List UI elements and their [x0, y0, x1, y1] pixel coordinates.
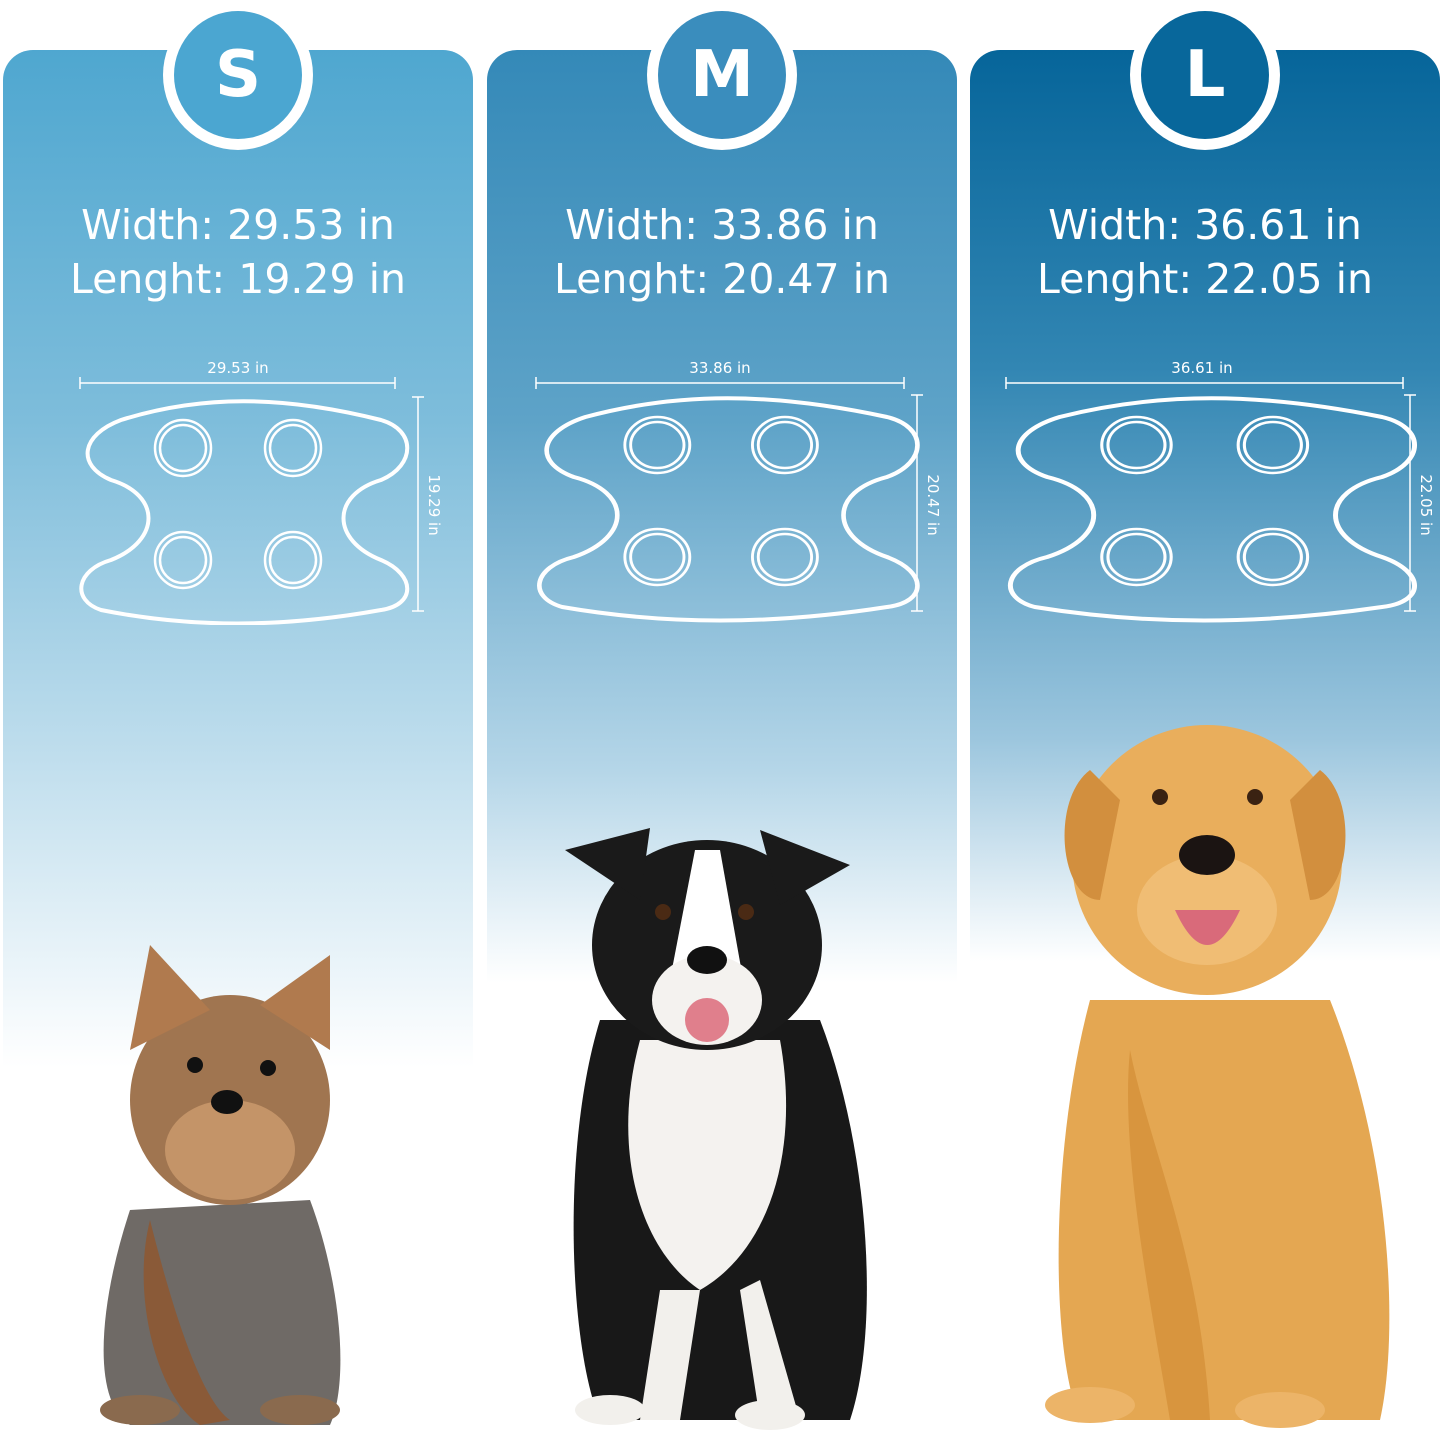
pad-diagram: 29.53 in 19.29 in: [79, 359, 443, 625]
pad-diagram: 36.61 in 22.05 in: [1005, 359, 1435, 625]
width-label: 29.53 in: [207, 359, 268, 377]
width-label: 36.61 in: [1171, 359, 1232, 377]
border-collie-dog-image: [565, 828, 867, 1430]
golden-retriever-dog-image: [1045, 725, 1390, 1428]
dimensions-text: Width: 33.86 in Lenght: 20.47 in: [553, 201, 891, 303]
pad-diagram: 33.86 in 20.47 in: [535, 359, 942, 625]
length-label: 22.05 in: [1417, 474, 1435, 535]
size-card-small: S Width: 29.53 in Lenght: 19.29 in 29.53…: [3, 0, 473, 1110]
dimensions-text: Width: 29.53 in Lenght: 19.29 in: [69, 201, 407, 303]
length-label: 19.29 in: [425, 474, 443, 535]
width-label: 33.86 in: [689, 359, 750, 377]
dimensions-text: Width: 36.61 in Lenght: 22.05 in: [1036, 201, 1374, 303]
yorkie-dog-image: [100, 945, 341, 1425]
size-badge: S: [163, 0, 313, 150]
size-badge: L: [1130, 0, 1280, 150]
length-label: 20.47 in: [924, 474, 942, 535]
size-badge: M: [647, 0, 797, 150]
